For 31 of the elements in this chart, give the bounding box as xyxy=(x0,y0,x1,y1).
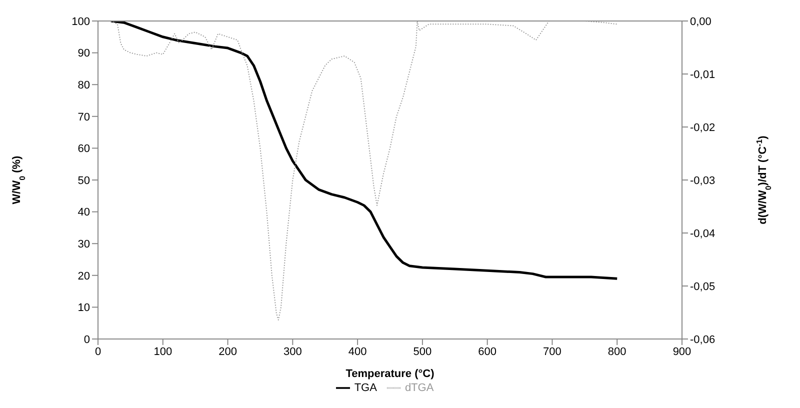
y-tick-label: 10 xyxy=(78,302,90,314)
y-tick-label: 20 xyxy=(78,270,90,282)
y-tick-label: 70 xyxy=(78,111,90,124)
x-tick-label: 600 xyxy=(478,346,497,358)
x-tick-label: 500 xyxy=(413,346,432,358)
x-tick-label: 400 xyxy=(348,346,367,358)
y-tick-label: 50 xyxy=(78,174,90,187)
x-tick-label: 0 xyxy=(94,346,102,358)
y2-tick-label: -0,04 xyxy=(690,228,716,240)
y2-tick-label: -0,05 xyxy=(690,280,716,293)
y2-tick-label: 0,00 xyxy=(690,16,712,28)
y-tick-label: 90 xyxy=(78,48,90,60)
y2-tick-label: -0,01 xyxy=(690,68,716,81)
x-tick-label: 900 xyxy=(672,346,692,358)
x-axis-title: Temperature (°C) xyxy=(346,368,435,380)
y-tick-label: 0 xyxy=(84,334,90,346)
y-tick-label: 30 xyxy=(78,238,90,251)
y-tick-label: 80 xyxy=(78,80,90,92)
y-tick-label: 40 xyxy=(78,206,90,219)
y-tick-label: 60 xyxy=(78,143,90,156)
x-tick-label: 800 xyxy=(608,346,626,358)
y2-tick-label: -0,06 xyxy=(690,334,716,346)
x-tick-label: 100 xyxy=(154,346,172,358)
legend-label: dTGA xyxy=(404,382,434,394)
legend-label: TGA xyxy=(354,382,377,394)
y-tick-label: 100 xyxy=(72,16,90,28)
y2-tick-label: -0,02 xyxy=(690,122,716,134)
x-tick-label: 700 xyxy=(543,346,562,358)
x-tick-label: 200 xyxy=(218,346,237,358)
x-tick-label: 300 xyxy=(283,346,302,358)
y2-tick-label: -0,03 xyxy=(690,174,716,187)
